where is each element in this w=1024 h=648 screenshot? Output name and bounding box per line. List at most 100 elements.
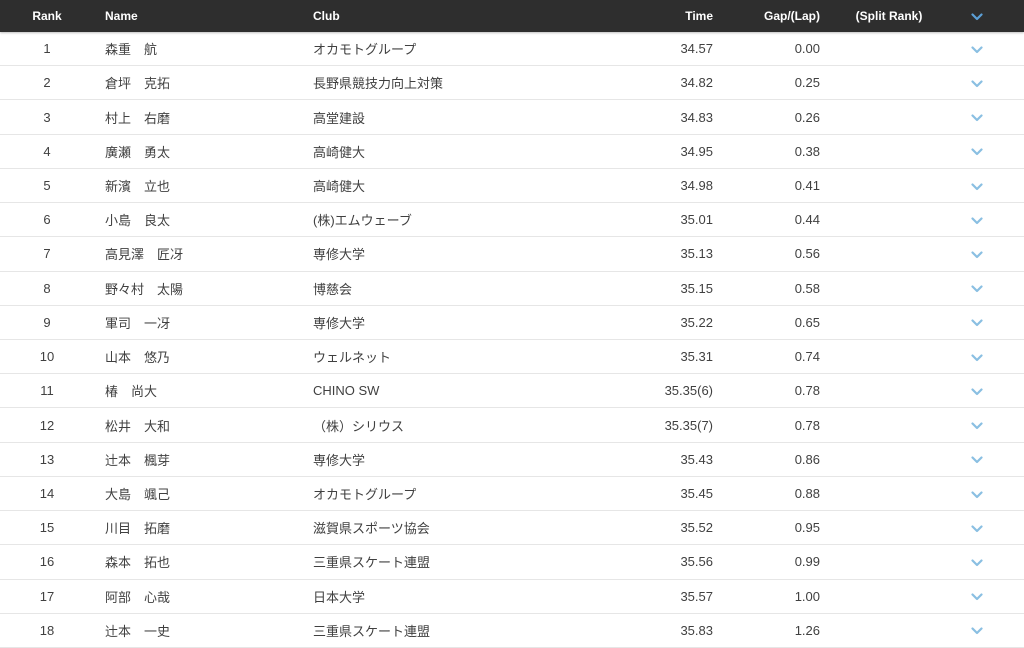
name-cell: 森重 航	[105, 42, 158, 58]
gap-cell: 0.78	[794, 383, 820, 399]
name-cell: 高見澤 匠冴	[105, 247, 184, 263]
expand-row-button[interactable]	[958, 554, 1024, 569]
time-cell: 35.45	[680, 485, 713, 501]
table-row: 2 倉坪 克拓 長野県競技力向上対策 34.82 0.25	[0, 66, 1024, 101]
chevron-down-icon	[971, 388, 983, 396]
gap-cell: 0.95	[794, 520, 820, 536]
gap-cell: 0.74	[794, 349, 820, 365]
expand-row-button[interactable]	[958, 246, 1024, 261]
column-header-club[interactable]: Club	[313, 9, 340, 23]
expand-row-button[interactable]	[958, 178, 1024, 193]
table-row: 1 森重 航 オカモトグループ 34.57 0.00	[0, 32, 1024, 67]
column-header-time[interactable]: Time	[685, 9, 713, 23]
chevron-down-icon	[971, 354, 983, 362]
club-cell: オカモトグループ	[313, 42, 417, 58]
expand-row-button[interactable]	[958, 383, 1024, 398]
time-cell: 34.98	[680, 177, 713, 193]
chevron-down-icon	[971, 319, 983, 327]
gap-cell: 0.38	[794, 143, 820, 159]
club-cell: ウェルネット	[313, 350, 392, 366]
club-cell: CHINO SW	[313, 383, 380, 399]
time-cell: 35.83	[680, 622, 713, 638]
table-row: 11 椿 尚大 CHINO SW 35.35(6) 0.78	[0, 374, 1024, 409]
table-header: Rank Name Club Time Gap/(Lap) (Split Ran…	[0, 0, 1024, 32]
time-cell: 34.95	[680, 143, 713, 159]
club-cell: 高崎健大	[313, 178, 366, 194]
club-cell: 長野県競技力向上対策	[313, 76, 444, 92]
gap-cell: 0.56	[794, 246, 820, 262]
table-row: 3 村上 右磨 高堂建設 34.83 0.26	[0, 100, 1024, 135]
name-cell: 森本 拓也	[105, 555, 171, 571]
club-cell: 三重県スケート連盟	[313, 555, 431, 571]
table-row: 6 小島 良太 (株)エムウェーブ 35.01 0.44	[0, 203, 1024, 238]
name-cell: 倉坪 克拓	[105, 76, 171, 92]
gap-cell: 0.88	[794, 485, 820, 501]
chevron-down-icon	[971, 251, 983, 259]
time-cell: 35.22	[680, 314, 713, 330]
table-row: 18 辻本 一史 三重県スケート連盟 35.83 1.26	[0, 613, 1024, 648]
table-row: 13 辻本 楓芽 専修大学 35.43 0.86	[0, 442, 1024, 477]
rank-cell: 11	[40, 383, 54, 399]
expand-row-button[interactable]	[958, 281, 1024, 296]
table-row: 7 高見澤 匠冴 専修大学 35.13 0.56	[0, 237, 1024, 272]
name-cell: 松井 大和	[105, 418, 171, 434]
time-cell: 34.57	[680, 41, 713, 57]
gap-cell: 0.58	[794, 280, 820, 296]
club-cell: 専修大学	[313, 452, 366, 468]
time-cell: 34.83	[680, 109, 713, 125]
expand-row-button[interactable]	[958, 349, 1024, 364]
rank-cell: 1	[43, 41, 51, 57]
club-cell: 三重県スケート連盟	[313, 623, 431, 639]
chevron-down-icon	[971, 114, 983, 122]
rank-cell: 15	[39, 520, 55, 536]
name-cell: 椿 尚大	[105, 384, 158, 400]
chevron-down-icon	[971, 456, 983, 464]
column-header-gap[interactable]: Gap/(Lap)	[764, 9, 820, 23]
column-header-name[interactable]: Name	[105, 9, 138, 23]
expand-row-button[interactable]	[958, 486, 1024, 501]
expand-row-button[interactable]	[958, 623, 1024, 638]
column-header-split-rank[interactable]: (Split Rank)	[855, 9, 923, 23]
expand-row-button[interactable]	[958, 110, 1024, 125]
table-row: 4 廣瀬 勇太 高崎健大 34.95 0.38	[0, 134, 1024, 169]
chevron-down-icon	[971, 593, 983, 601]
table-row: 12 松井 大和 （株）シリウス 35.35(7) 0.78	[0, 408, 1024, 443]
club-cell: 日本大学	[313, 589, 366, 605]
chevron-down-icon	[971, 46, 983, 54]
name-cell: 野々村 太陽	[105, 281, 184, 297]
column-header-rank[interactable]: Rank	[32, 9, 62, 23]
name-cell: 廣瀬 勇太	[105, 144, 171, 160]
rank-cell: 5	[43, 177, 51, 193]
table-row: 8 野々村 太陽 博慈会 35.15 0.58	[0, 271, 1024, 306]
rank-cell: 7	[43, 246, 51, 262]
name-cell: 軍司 一冴	[105, 315, 171, 331]
club-cell: 博慈会	[313, 281, 353, 297]
club-cell: 高崎健大	[313, 144, 366, 160]
table-row: 5 新濱 立也 高崎健大 34.98 0.41	[0, 168, 1024, 204]
expand-row-button[interactable]	[958, 589, 1024, 604]
time-cell: 35.35(7)	[664, 417, 713, 433]
expand-row-button[interactable]	[958, 315, 1024, 330]
gap-cell: 0.78	[794, 417, 820, 433]
chevron-down-icon	[971, 627, 983, 635]
expand-row-button[interactable]	[958, 418, 1024, 433]
club-cell: オカモトグループ	[313, 486, 417, 502]
expand-all-button[interactable]	[958, 9, 1024, 23]
rank-cell: 14	[39, 485, 55, 501]
rank-cell: 4	[43, 143, 51, 159]
expand-row-button[interactable]	[958, 75, 1024, 90]
expand-row-button[interactable]	[958, 41, 1024, 56]
name-cell: 小島 良太	[105, 213, 171, 229]
chevron-down-icon	[971, 559, 983, 567]
gap-cell: 0.00	[794, 41, 820, 57]
expand-row-button[interactable]	[958, 520, 1024, 535]
chevron-down-icon	[971, 148, 983, 156]
expand-row-button[interactable]	[958, 452, 1024, 467]
table-row: 9 軍司 一冴 専修大学 35.22 0.65	[0, 305, 1024, 340]
club-cell: 高堂建設	[313, 110, 366, 126]
expand-row-button[interactable]	[958, 212, 1024, 227]
time-cell: 35.15	[680, 280, 713, 296]
expand-row-button[interactable]	[958, 144, 1024, 159]
name-cell: 阿部 心哉	[105, 589, 171, 605]
